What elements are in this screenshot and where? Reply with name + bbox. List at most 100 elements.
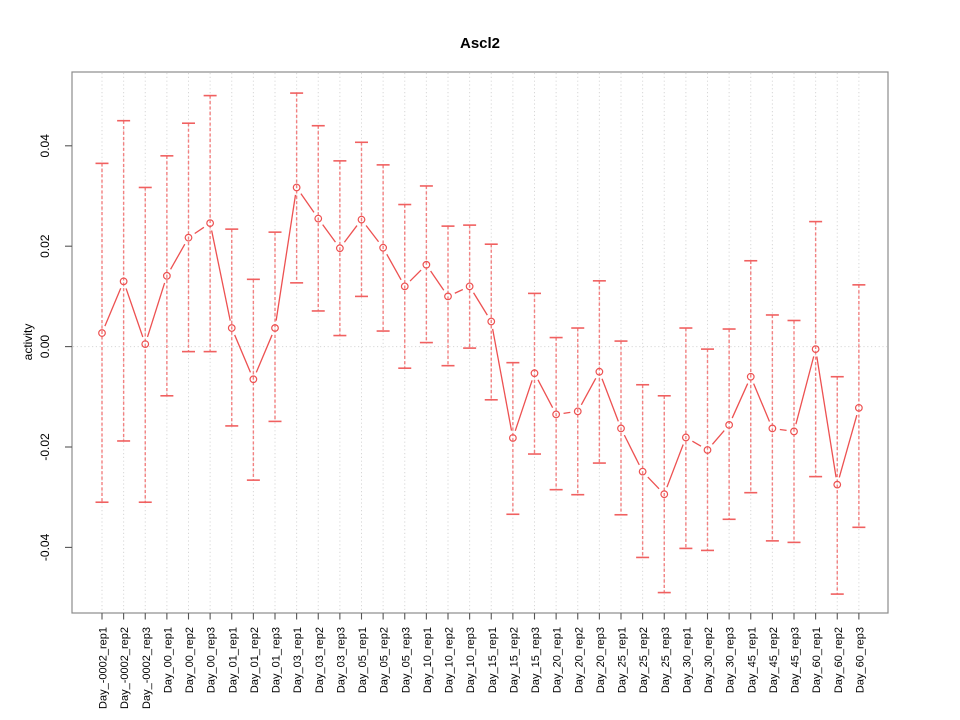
x-tick-label: Day_25_rep1 [617, 627, 629, 693]
chart-title: Ascl2 [459, 35, 501, 52]
y-tick-label: -0.04 [38, 533, 52, 561]
x-tick-label: Day_03_rep3 [335, 627, 347, 693]
data-point-circle [530, 369, 539, 378]
series-segment [692, 440, 702, 447]
series-segment [300, 193, 315, 213]
data-point-circle [660, 490, 669, 499]
x-tick-label: Day_05_rep3 [400, 627, 412, 693]
data-point-circle [833, 480, 842, 489]
data-point-circle [552, 410, 561, 419]
data-point-circle [746, 372, 755, 381]
series-segment [343, 225, 358, 243]
x-tick-label: Day_01_rep3 [271, 627, 283, 693]
x-tick-label: Day_05_rep2 [379, 627, 391, 693]
series-segment [255, 334, 273, 373]
x-tick-label: Day_10_rep1 [422, 627, 434, 693]
x-tick-label: Day_03_rep1 [292, 627, 304, 693]
x-tick-label: Day_15_rep3 [530, 627, 542, 693]
x-tick-label: Day_45_rep3 [790, 627, 802, 693]
series-segment [430, 270, 445, 291]
series-segment [623, 434, 640, 466]
data-point-circle [854, 403, 863, 412]
data-point-circle [595, 367, 604, 376]
data-point-circle [184, 233, 193, 242]
data-point-circle [508, 434, 517, 442]
data-point-circle [98, 329, 106, 337]
series-segment [491, 328, 513, 431]
data-point-circle [811, 345, 820, 354]
y-tick-label: 0.00 [38, 335, 52, 359]
x-tick-label: Day_60_rep1 [811, 627, 823, 693]
series-segment [711, 430, 725, 445]
x-tick-label: Day_01_rep1 [227, 627, 239, 693]
series-segment [234, 334, 252, 373]
series-segment [365, 225, 380, 243]
series-segment [753, 383, 771, 422]
series-segment [601, 378, 619, 422]
x-tick-label: Day_20_rep1 [552, 627, 564, 693]
series-segment [194, 226, 205, 235]
x-tick-label: Day_60_rep3 [854, 627, 866, 693]
series-segment [473, 292, 488, 316]
data-point-circle [379, 243, 388, 252]
plot-border [71, 71, 889, 614]
y-tick-label: -0.02 [38, 433, 52, 461]
data-point-circle [249, 375, 258, 384]
x-tick-label: Day_01_rep2 [249, 627, 261, 693]
data-point-circle [271, 324, 279, 332]
series-segment [795, 356, 815, 425]
data-point-circle [206, 219, 215, 228]
data-point-circle [638, 467, 647, 476]
data-point-circle [725, 421, 734, 429]
data-point-circle [703, 446, 712, 454]
x-tick-label: Day_03_rep2 [314, 627, 326, 693]
x-tick-label: Day_05_rep1 [357, 627, 369, 693]
x-tick-label: Day_30_rep3 [725, 627, 737, 693]
series-segment [537, 379, 554, 409]
x-tick-label: Day_25_rep2 [638, 627, 650, 693]
x-tick-label: Day_45_rep1 [746, 627, 758, 693]
x-tick-label: Day_-0002_rep2 [119, 627, 131, 709]
data-point-circle [162, 271, 171, 280]
series-segment [104, 288, 122, 327]
data-point-circle [400, 282, 409, 291]
data-point-circle [768, 424, 777, 433]
x-tick-label: Day_00_rep3 [206, 627, 218, 693]
x-tick-label: Day_-0002_rep3 [141, 627, 153, 709]
data-point-circle [422, 260, 431, 269]
data-point-circle [573, 407, 582, 416]
series-segment [386, 253, 402, 281]
series-segment [211, 230, 231, 321]
series-segment [146, 282, 166, 338]
series-segment [838, 414, 858, 478]
series-segment [816, 356, 837, 478]
series-segment [779, 428, 787, 432]
x-tick-label: Day_10_rep3 [465, 627, 477, 693]
series-segment [170, 243, 186, 270]
x-tick-label: Day_20_rep3 [595, 627, 607, 693]
series-segment [666, 444, 684, 488]
series-segment [731, 383, 749, 419]
x-tick-label: Day_30_rep2 [703, 627, 715, 693]
data-point-circle [141, 340, 150, 348]
x-tick-label: Day_20_rep2 [573, 627, 585, 693]
y-tick-label: 0.02 [38, 234, 52, 258]
data-point-circle [487, 317, 496, 326]
series-segment [454, 288, 464, 294]
series-segment [275, 194, 297, 321]
x-tick-label: Day_45_rep2 [768, 627, 780, 693]
data-point-circle [617, 424, 625, 433]
series-segment [409, 269, 422, 282]
series-segment [563, 411, 571, 414]
data-point-circle [227, 324, 236, 332]
x-tick-label: Day_10_rep2 [444, 627, 456, 693]
data-point-circle [790, 427, 798, 436]
series-segment [322, 224, 336, 243]
data-point-circle [357, 215, 366, 224]
series-segment [125, 288, 144, 338]
data-point-circle [119, 277, 128, 286]
data-point-circle [681, 433, 690, 442]
data-point-circle [465, 282, 474, 291]
